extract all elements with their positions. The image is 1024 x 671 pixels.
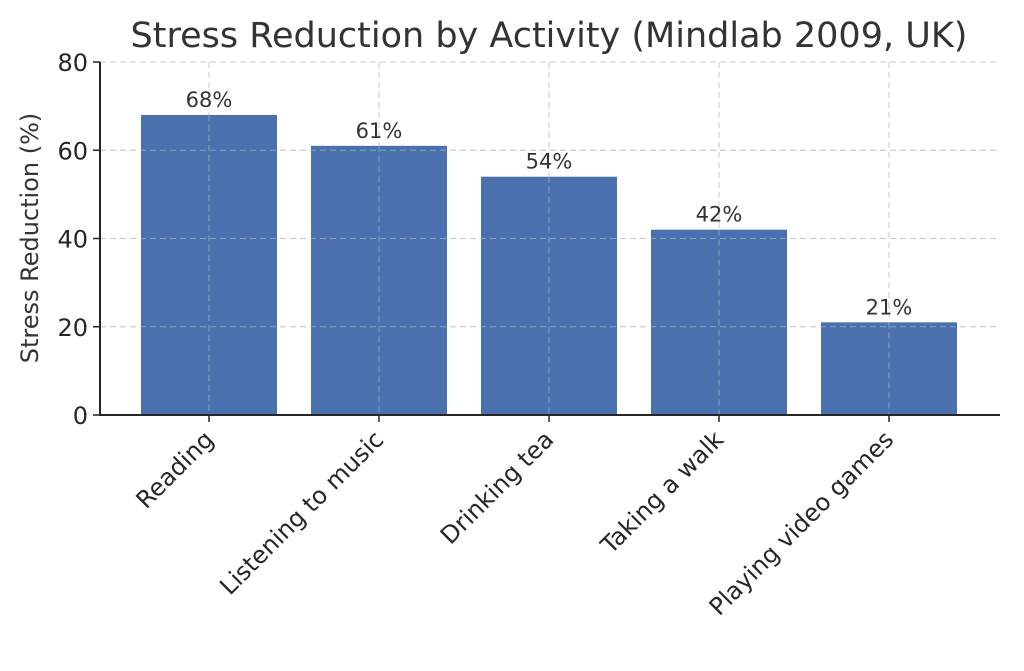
bars-layer	[100, 61, 1000, 415]
x-tick-label: Taking a walk	[595, 425, 730, 560]
data-label: 42%	[696, 203, 743, 227]
chart-title: Stress Reduction by Activity (Mindlab 20…	[131, 16, 968, 56]
data-label: 54%	[526, 150, 573, 174]
data-label: 68%	[186, 88, 233, 112]
data-label: 21%	[866, 295, 913, 319]
x-tick-label: Listening to music	[214, 425, 389, 600]
x-tick-label: Drinking tea	[435, 425, 559, 549]
y-tick-label: 20	[57, 314, 88, 342]
y-tick-label: 60	[57, 137, 88, 165]
y-tick-label: 40	[57, 226, 88, 254]
data-labels-layer: 68% 61% 54% 42% 21%	[186, 88, 913, 319]
x-tick-label: Playing video games	[704, 425, 900, 621]
data-label: 61%	[356, 119, 403, 143]
bar	[481, 176, 617, 415]
y-ticks-layer: 0 20 40 60 80	[57, 49, 100, 430]
y-axis-label: Stress Reduction (%)	[16, 113, 44, 364]
x-tick-label: Reading	[131, 425, 220, 514]
y-tick-label: 0	[73, 402, 88, 430]
y-tick-label: 80	[57, 49, 88, 77]
